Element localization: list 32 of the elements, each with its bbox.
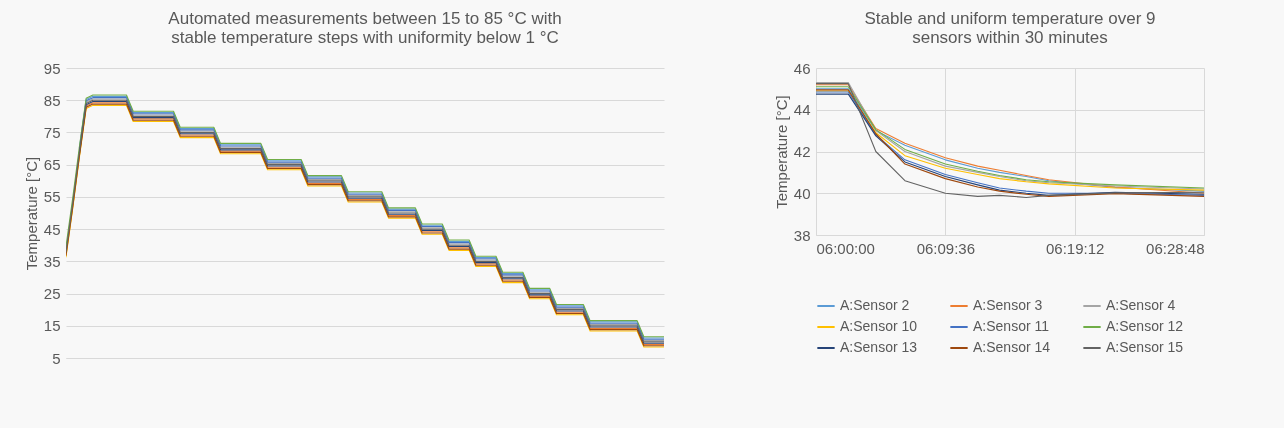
y-tick-label: 46 <box>793 59 811 77</box>
y-tick-label: 55 <box>43 188 61 206</box>
chart-title: Automated measurements between 15 to 85 °C with stable temperature steps with uniformity below 1 °C <box>168 9 562 47</box>
y-tick-label: 42 <box>793 143 811 160</box>
legend-label: A:Sensor 10 <box>840 318 918 334</box>
y-tick-label: 5 <box>52 349 61 367</box>
y-tick-label: 95 <box>43 59 61 77</box>
x-tick-label: 06:19:12 <box>1045 239 1105 257</box>
x-tick-label: 06:28:48 <box>1146 239 1205 257</box>
y-tick-label: 25 <box>43 285 61 303</box>
y-tick-label: 85 <box>43 91 61 109</box>
legend-label: A:Sensor 11 <box>973 318 1050 334</box>
y-tick-label: 75 <box>43 123 61 141</box>
legend-label: A:Sensor 13 <box>840 339 918 355</box>
y-tick-label: 44 <box>793 101 811 119</box>
y-tick-label: 45 <box>43 220 61 238</box>
legend-label: A:Sensor 12 <box>1106 318 1184 334</box>
y-tick-label: 38 <box>793 226 811 244</box>
y-tick-label: 40 <box>793 184 811 202</box>
y-tick-label: 35 <box>43 252 61 270</box>
y-axis-title: Temperature [°C] <box>22 156 40 271</box>
x-tick-label: 06:09:36 <box>916 239 976 257</box>
legend-label: A:Sensor 14 <box>973 339 1051 355</box>
x-tick-label: 06:00:00 <box>816 239 875 257</box>
legend-label: A:Sensor 15 <box>1106 339 1184 355</box>
y-axis-title: Temperature [°C] <box>772 95 790 209</box>
legend-label: A:Sensor 2 <box>840 297 910 313</box>
chart-title: Stable and uniform temperature over 9 sensors within 30 minutes <box>864 9 1156 47</box>
y-tick-label: 15 <box>43 317 61 335</box>
legend-label: A:Sensor 3 <box>973 297 1043 313</box>
y-tick-label: 65 <box>43 156 61 174</box>
legend-label: A:Sensor 4 <box>1106 297 1176 313</box>
